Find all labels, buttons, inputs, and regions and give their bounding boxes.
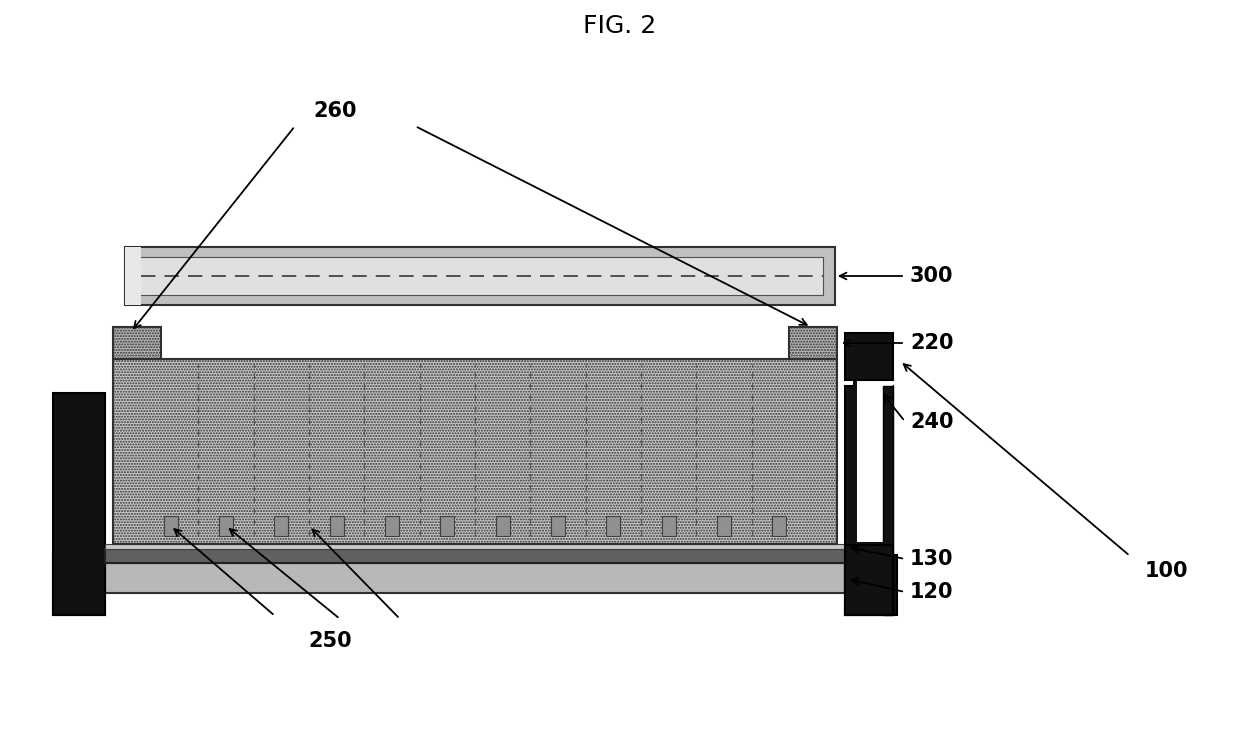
Bar	[219, 516, 233, 536]
Bar	[53, 393, 105, 615]
Bar	[113, 359, 837, 544]
Bar	[844, 333, 893, 380]
Text: 300: 300	[910, 266, 954, 286]
Bar	[105, 555, 844, 593]
Text: 220: 220	[910, 333, 954, 353]
Bar	[496, 516, 510, 536]
Bar	[136, 257, 823, 295]
Bar	[125, 247, 835, 305]
Bar	[844, 555, 897, 615]
Bar	[384, 516, 399, 536]
Bar	[789, 327, 837, 359]
Text: 130: 130	[910, 549, 954, 569]
Bar	[717, 516, 732, 536]
Bar	[662, 516, 676, 536]
Bar	[773, 516, 786, 536]
Bar	[105, 544, 844, 549]
Bar	[440, 516, 454, 536]
Bar	[164, 516, 177, 536]
Bar	[125, 247, 141, 305]
Text: 120: 120	[910, 582, 954, 602]
Text: 100: 100	[1145, 561, 1188, 581]
Bar	[113, 327, 161, 359]
Bar	[883, 386, 893, 615]
Bar	[606, 516, 620, 536]
Text: FIG. 2: FIG. 2	[583, 14, 657, 38]
Bar	[844, 545, 893, 615]
Bar	[844, 386, 893, 615]
Bar	[105, 555, 844, 563]
Bar	[857, 361, 893, 542]
Text: 250: 250	[309, 631, 352, 651]
Text: 240: 240	[910, 411, 954, 431]
Bar	[105, 549, 844, 563]
Text: 260: 260	[314, 101, 357, 121]
Bar	[274, 516, 289, 536]
Bar	[53, 555, 105, 615]
Bar	[330, 516, 343, 536]
Bar	[551, 516, 565, 536]
Bar	[853, 359, 893, 565]
